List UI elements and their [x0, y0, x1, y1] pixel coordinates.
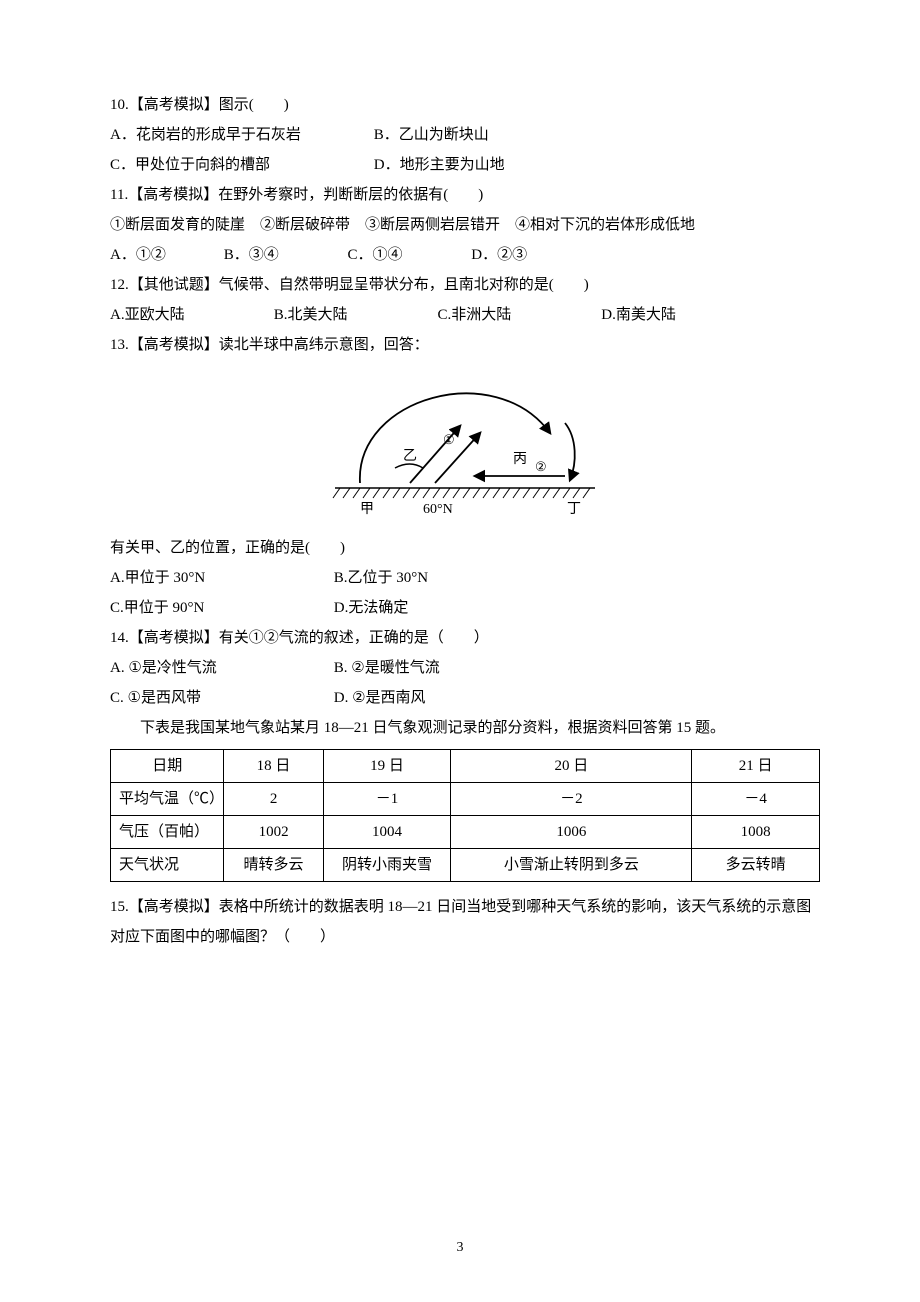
q12-optD: D.南美大陆 [601, 300, 761, 330]
r-wx-20: 小雪渐止转阴到多云 [451, 849, 692, 882]
r-wx-19: 阴转小雨夹雪 [323, 849, 451, 882]
r-wx-h: 天气状况 [111, 849, 224, 882]
th-date: 日期 [111, 750, 224, 783]
r-pres-19: 1004 [323, 816, 451, 849]
q11-optB: B．③④ [224, 240, 344, 270]
th-18: 18 日 [224, 750, 323, 783]
r-pres-18: 1002 [224, 816, 323, 849]
fig-label-lat: 60°N [423, 502, 453, 517]
q13-row1: A.甲位于 30°N B.乙位于 30°N [110, 563, 820, 593]
q10-optD: D．地形主要为山地 [374, 157, 505, 173]
fig-label-two: ② [535, 459, 547, 474]
q14-optD: D. ②是西南风 [334, 683, 554, 713]
q10-optB: B．乙山为断块山 [374, 127, 489, 143]
r-temp-20: －2 [451, 783, 692, 816]
page-number: 3 [0, 1234, 920, 1262]
table-intro: 下表是我国某地气象站某月 18—21 日气象观测记录的部分资料，根据资料回答第 … [110, 713, 820, 743]
q13-optB: B.乙位于 30°N [334, 563, 554, 593]
r-wx-18: 晴转多云 [224, 849, 323, 882]
q11-optA: A．①② [110, 240, 220, 270]
q11-options: A．①② B．③④ C．①④ D．②③ [110, 240, 820, 270]
table-row: 天气状况 晴转多云 阴转小雨夹雪 小雪渐止转阴到多云 多云转晴 [111, 849, 820, 882]
fig-label-one: ① [443, 432, 455, 447]
table-row: 平均气温（℃） 2 －1 －2 －4 [111, 783, 820, 816]
q13-sub: 有关甲、乙的位置，正确的是( ) [110, 533, 820, 563]
q13-optC: C.甲位于 90°N [110, 593, 330, 623]
r-temp-19: －1 [323, 783, 451, 816]
q12-optA: A.亚欧大陆 [110, 300, 270, 330]
table-row: 日期 18 日 19 日 20 日 21 日 [111, 750, 820, 783]
q11-optD: D．②③ [471, 247, 527, 263]
circulation-svg: 乙 ① 丙 ② 甲 60°N 丁 [315, 368, 615, 518]
fig-label-ding: 丁 [567, 502, 581, 517]
q14-stem: 14.【高考模拟】有关①②气流的叙述，正确的是（ ） [110, 623, 820, 653]
r-wx-21: 多云转晴 [692, 849, 820, 882]
q14-optB: B. ②是暖性气流 [334, 653, 554, 683]
circulation-figure: 乙 ① 丙 ② 甲 60°N 丁 [110, 368, 820, 529]
q11-optC: C．①④ [348, 240, 468, 270]
r-pres-h: 气压（百帕） [111, 816, 224, 849]
q14-optA: A. ①是冷性气流 [110, 653, 330, 683]
q13-row2: C.甲位于 90°N D.无法确定 [110, 593, 820, 623]
th-20: 20 日 [451, 750, 692, 783]
q12-options: A.亚欧大陆 B.北美大陆 C.非洲大陆 D.南美大陆 [110, 300, 820, 330]
q10-optC: C．甲处位于向斜的槽部 [110, 150, 370, 180]
fig-label-jia: 甲 [360, 502, 374, 517]
q10-optA: A．花岗岩的形成早于石灰岩 [110, 120, 370, 150]
table-row: 气压（百帕） 1002 1004 1006 1008 [111, 816, 820, 849]
fig-label-bing: 丙 [513, 452, 527, 467]
q12-optB: B.北美大陆 [274, 300, 434, 330]
th-19: 19 日 [323, 750, 451, 783]
q14-row2: C. ①是西风带 D. ②是西南风 [110, 683, 820, 713]
r-temp-h: 平均气温（℃） [111, 783, 224, 816]
r-temp-18: 2 [224, 783, 323, 816]
q13-optD: D.无法确定 [334, 593, 554, 623]
r-pres-21: 1008 [692, 816, 820, 849]
weather-table: 日期 18 日 19 日 20 日 21 日 平均气温（℃） 2 －1 －2 －… [110, 749, 820, 882]
q10-stem: 10.【高考模拟】图示( ) [110, 90, 820, 120]
fig-label-yi: 乙 [403, 448, 417, 464]
th-21: 21 日 [692, 750, 820, 783]
q14-row1: A. ①是冷性气流 B. ②是暖性气流 [110, 653, 820, 683]
q11-items: ①断层面发育的陡崖 ②断层破碎带 ③断层两侧岩层错开 ④相对下沉的岩体形成低地 [110, 210, 820, 240]
q11-stem: 11.【高考模拟】在野外考察时，判断断层的依据有( ) [110, 180, 820, 210]
q14-optC: C. ①是西风带 [110, 683, 330, 713]
r-temp-21: －4 [692, 783, 820, 816]
q13-optA: A.甲位于 30°N [110, 563, 330, 593]
q15-stem: 15.【高考模拟】表格中所统计的数据表明 18—21 日间当地受到哪种天气系统的… [110, 892, 820, 952]
q12-stem: 12.【其他试题】气候带、自然带明显呈带状分布，且南北对称的是( ) [110, 270, 820, 300]
q13-stem: 13.【高考模拟】读北半球中高纬示意图，回答： [110, 330, 820, 360]
exam-page: 10.【高考模拟】图示( ) A．花岗岩的形成早于石灰岩 B．乙山为断块山 C．… [0, 0, 920, 1302]
q12-optC: C.非洲大陆 [438, 300, 598, 330]
r-pres-20: 1006 [451, 816, 692, 849]
q10-row1: A．花岗岩的形成早于石灰岩 B．乙山为断块山 [110, 120, 820, 150]
q10-row2: C．甲处位于向斜的槽部 D．地形主要为山地 [110, 150, 820, 180]
